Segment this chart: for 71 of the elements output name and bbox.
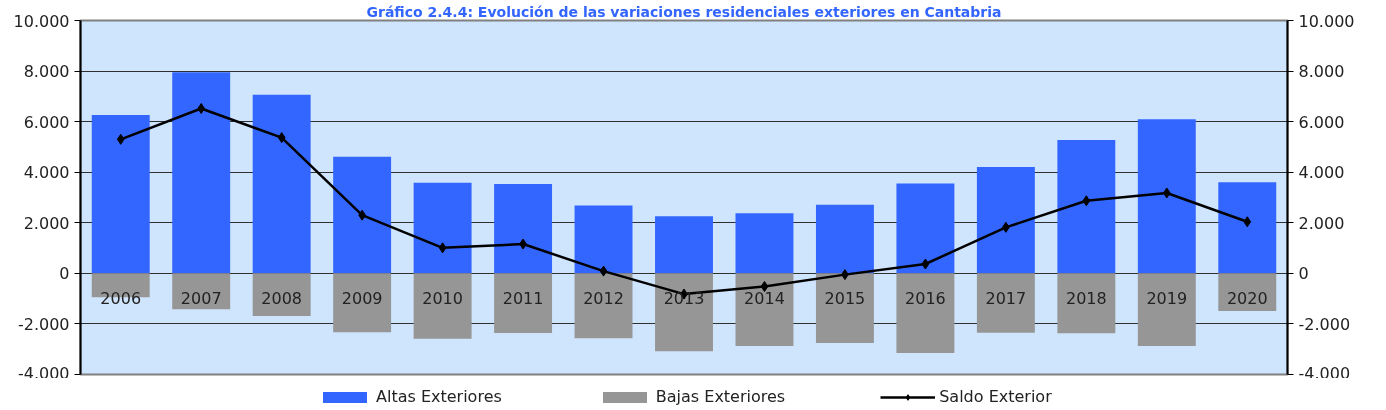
bar (413, 273, 472, 339)
legend-label: Bajas Exteriores (655, 387, 786, 406)
point (921, 258, 930, 270)
bar (494, 273, 553, 334)
x-tick-label: 2010 (422, 289, 463, 309)
bar (655, 273, 713, 352)
bar (815, 204, 874, 274)
x-tick-label: 2018 (1065, 289, 1107, 309)
point (197, 102, 206, 114)
bar (91, 115, 150, 274)
bar (1137, 273, 1196, 346)
x-tick-label: 2011 (502, 289, 544, 309)
bar (735, 213, 794, 274)
bar (1218, 182, 1277, 274)
x-tick-label: 2008 (261, 289, 303, 309)
x-tick-label: 2014 (744, 289, 785, 309)
point (1082, 195, 1091, 207)
x-tick-label: 2019 (1146, 289, 1188, 309)
bar (976, 166, 1035, 274)
legend-label: Saldo Exterior (939, 387, 1052, 406)
bar (494, 184, 553, 274)
y-tick-label: 6.000 (23, 112, 70, 132)
bar (252, 273, 311, 317)
y-tick-label: -2.000 (17, 314, 70, 334)
y-tick-label: 0 (59, 264, 70, 284)
bar (1137, 119, 1196, 274)
point (116, 133, 125, 145)
bar (815, 273, 874, 343)
point (1243, 216, 1252, 228)
bar (172, 72, 231, 274)
y2-tick-label: -2.000 (1298, 314, 1351, 334)
x-tick-label: 2020 (1226, 289, 1268, 309)
y2-tick-label: 2.000 (1298, 213, 1345, 233)
point (1162, 187, 1171, 199)
point (438, 242, 447, 254)
y-tick-label: 10.000 (13, 11, 70, 31)
y2-tick-label: 0 (1298, 264, 1309, 284)
bar (574, 273, 633, 339)
y2-tick-label: -4.000 (1298, 363, 1351, 383)
y2-tick-label: 10.000 (1298, 11, 1355, 31)
y2-tick-label: 6.000 (1298, 112, 1345, 132)
bar (413, 182, 472, 274)
point (277, 132, 286, 144)
chart-title: Gráfico 2.4.4: Evolución de las variaciones residenciales exteriores en Cantabria (366, 3, 1002, 20)
legend-label: Altas Exteriores (376, 387, 502, 406)
y-tick-label: -4.000 (17, 363, 70, 383)
bar (655, 216, 713, 274)
y-tick-label: 8.000 (23, 62, 70, 82)
x-tick-label: 2017 (985, 289, 1027, 309)
bar (896, 273, 955, 354)
bar (333, 156, 392, 274)
bar (1057, 140, 1116, 274)
y-tick-label: 2.000 (23, 213, 70, 233)
bar (896, 183, 955, 274)
bar (735, 273, 794, 346)
x-tick-label: 2015 (824, 289, 866, 309)
y2-tick-label: 8.000 (1298, 62, 1345, 82)
x-tick-label: 2016 (905, 289, 946, 309)
bar (1057, 273, 1116, 334)
x-tick-label: 2006 (100, 289, 142, 309)
point (760, 281, 769, 293)
bar (574, 205, 633, 274)
bar (333, 273, 392, 333)
bar (252, 94, 311, 274)
x-tick-label: 2009 (341, 289, 383, 309)
x-tick-label: 2007 (180, 289, 222, 309)
y-tick-label: 4.000 (23, 163, 70, 183)
bar (976, 273, 1035, 333)
point (599, 265, 608, 277)
x-tick-label: 2012 (583, 289, 624, 309)
y2-tick-label: 4.000 (1298, 163, 1345, 183)
